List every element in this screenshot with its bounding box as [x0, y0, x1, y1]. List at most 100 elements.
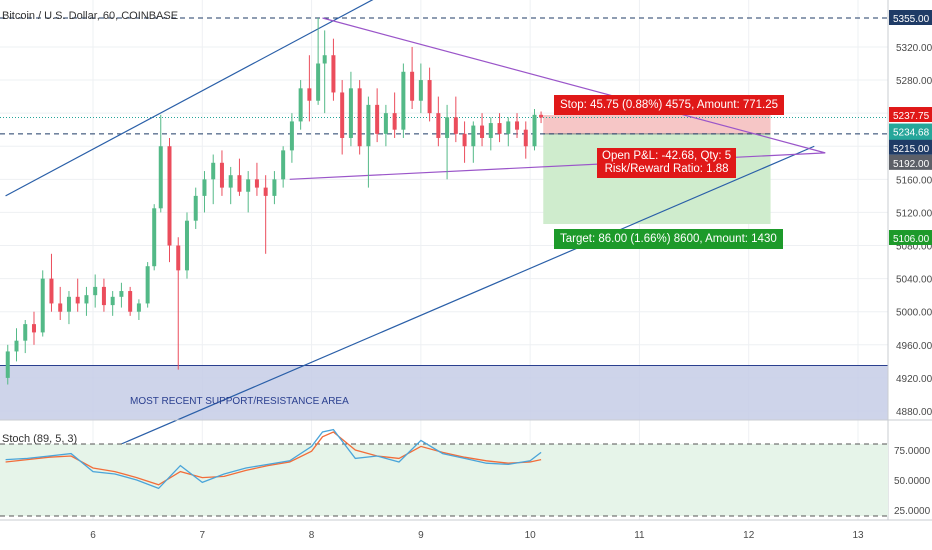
channel_upper [5, 0, 374, 197]
candle-body [462, 133, 467, 147]
candle-body [445, 117, 450, 138]
support-resistance-zone [0, 365, 888, 420]
price-level-label: 5192.00 [893, 159, 930, 170]
candle-body [410, 71, 415, 101]
target-label: Target: 86.00 (1.66%) 8600, Amount: 1430 [554, 229, 783, 249]
stoch-title: Stoch (89, 5, 3) [2, 433, 78, 445]
price-tick-label: 4960.00 [896, 341, 932, 352]
candle-body [453, 117, 458, 134]
candle-body [506, 121, 511, 134]
price-level-label: 5215.00 [893, 144, 930, 155]
candle-body [436, 113, 441, 138]
candle-body [119, 291, 124, 297]
price-level-tag [889, 230, 932, 246]
candle-body [348, 88, 353, 138]
candle-body [539, 114, 544, 118]
candle-body [272, 179, 277, 196]
time-tick-label: 12 [743, 530, 755, 541]
price-level-tag [889, 139, 932, 155]
price-level-label: 5237.75 [893, 111, 930, 122]
candle-body [401, 71, 406, 130]
candle-body [392, 113, 397, 130]
candle-body [101, 286, 106, 306]
price-level-label: 5234.68 [893, 128, 930, 139]
stop-label: Stop: 45.75 (0.88%) 4575, Amount: 771.25 [554, 95, 785, 115]
price-level-tag [889, 10, 932, 25]
risk-reward-label: Risk/Reward Ratio: 1.88 [604, 163, 729, 175]
candle-body [219, 162, 224, 188]
candle-body [357, 88, 362, 147]
candle-body [158, 146, 163, 209]
candle-body [193, 195, 198, 221]
candle-body [211, 162, 216, 180]
price-tick-label: 5000.00 [896, 308, 932, 319]
open-pnl-label: Open P&L: -42.68, Qty: 5 [602, 150, 732, 162]
time-tick-label: 9 [418, 530, 424, 541]
stoch-tick-label: 50.0000 [894, 476, 931, 487]
candle-body [383, 113, 388, 134]
candle-body [488, 123, 493, 138]
candle-body [176, 245, 181, 271]
candle-body [515, 121, 520, 130]
candle-body [31, 324, 36, 333]
time-tick-label: 10 [525, 530, 537, 541]
pnl-box: Open P&L: -42.68, Qty: 5 Risk/Reward Rat… [597, 148, 737, 178]
price-level-tag [889, 123, 932, 139]
candle-body [340, 92, 345, 138]
stoch-band [0, 444, 888, 516]
candle-body [427, 80, 432, 114]
candle-body [202, 179, 207, 196]
price-tick-label: 4920.00 [896, 374, 932, 385]
candle-body [497, 123, 502, 134]
stop-zone [543, 115, 771, 134]
candle-body [184, 220, 189, 271]
price-tick-label: 5320.00 [896, 43, 932, 54]
candle-body [523, 129, 528, 147]
price-level-label: 5106.00 [893, 234, 930, 245]
candle-body [316, 63, 321, 101]
candle-body [93, 286, 98, 296]
candle-body [167, 146, 172, 246]
time-tick-label: 7 [200, 530, 206, 541]
triangle_upper [322, 17, 826, 154]
price-level-tag [889, 154, 932, 170]
candle-body [532, 114, 537, 147]
price-tick-label: 5080.00 [896, 242, 932, 253]
candle-body [152, 208, 157, 267]
candle-body [66, 296, 71, 312]
stoch-k-line [5, 428, 542, 490]
channel_lower [5, 145, 815, 495]
candle-body [307, 88, 312, 101]
candle-body [366, 104, 371, 147]
candle-body [136, 303, 141, 312]
candle-body [289, 121, 294, 151]
price-tick-label: 5120.00 [896, 208, 932, 219]
candle-body [254, 179, 259, 188]
chart-title: Bitcoin / U.S. Dollar, 60, COINBASE [2, 10, 179, 22]
candle-body [58, 303, 63, 312]
support-zone-label: MOST RECENT SUPPORT/RESISTANCE AREA [130, 396, 349, 407]
candle-body [331, 55, 336, 93]
time-tick-label: 6 [90, 530, 96, 541]
candle-body [281, 150, 286, 180]
time-tick-label: 13 [852, 530, 864, 541]
candle-body [298, 88, 303, 122]
time-tick-label: 11 [634, 530, 645, 541]
candle-body [418, 80, 423, 101]
candle-body [75, 296, 80, 304]
candle-body [14, 340, 19, 352]
candle-body [480, 125, 485, 138]
stoch-d-line [5, 431, 542, 486]
price-level-label: 5355.00 [893, 14, 930, 25]
candle-body [23, 324, 28, 341]
candle-body [471, 125, 476, 147]
candle-body [375, 104, 380, 134]
candle-body [40, 278, 45, 333]
time-tick-label: 8 [309, 530, 315, 541]
candle-body [322, 55, 327, 64]
candle-body [145, 266, 150, 304]
candle-body [128, 291, 133, 312]
stoch-tick-label: 25.0000 [894, 506, 931, 517]
candle-body [84, 295, 89, 304]
